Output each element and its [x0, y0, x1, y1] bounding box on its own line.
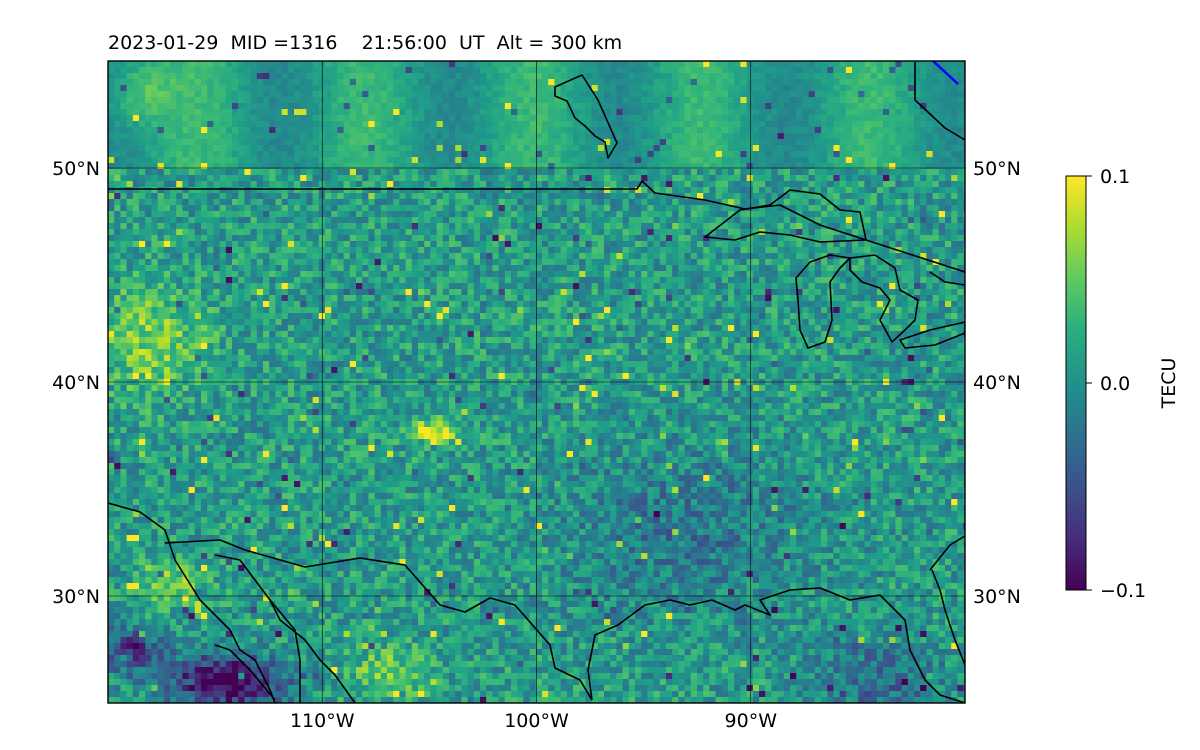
florida-east	[931, 569, 965, 666]
lake-huron	[849, 254, 919, 343]
northeast-coast	[914, 62, 965, 141]
lake-michigan	[795, 254, 851, 349]
coastlines-borders	[108, 62, 965, 703]
colorbar-tick-label: 0.1	[1100, 166, 1130, 188]
ne-shore	[929, 271, 965, 286]
y-tick-label-left: 30°N	[52, 586, 100, 608]
y-tick-label-right: 50°N	[973, 158, 1021, 180]
florida-coast	[929, 535, 965, 571]
lake-superior	[704, 189, 867, 243]
gridlines	[108, 61, 965, 703]
y-tick-label-right: 40°N	[973, 372, 1021, 394]
us-mexico-border	[164, 539, 593, 701]
colorbar-tick-label: −0.1	[1100, 580, 1146, 602]
colorbar	[1065, 175, 1087, 591]
x-tick-label: 90°W	[725, 710, 778, 732]
chart-title: 2023-01-29 MID =1316 21:56:00 UT Alt = 3…	[108, 32, 622, 54]
y-tick-label-left: 40°N	[52, 372, 100, 394]
us-canada-border	[108, 180, 965, 273]
gulf-coast	[587, 587, 965, 703]
hudson-coast	[554, 74, 618, 159]
axis-ticks: 110°W 100°W 90°W 50°N 50°N 40°N 40°N 30°N 30°N	[52, 158, 1021, 732]
gulf-of-california	[214, 644, 276, 701]
colorbar-ticks: 0.1 0.0 −0.1	[1086, 166, 1146, 602]
colorbar-label: TECU	[1158, 358, 1180, 410]
baja-coast	[108, 502, 276, 703]
mainland-mexico-west	[214, 554, 356, 703]
x-tick-label: 100°W	[504, 710, 569, 732]
y-tick-label-right: 30°N	[973, 586, 1021, 608]
x-tick-label: 110°W	[290, 710, 355, 732]
sonora-coast	[269, 599, 301, 703]
y-tick-label-left: 50°N	[52, 158, 100, 180]
map-frame	[107, 60, 966, 704]
lake-erie	[899, 321, 965, 349]
colorbar-tick-label: 0.0	[1100, 373, 1130, 395]
track-line	[932, 60, 959, 85]
